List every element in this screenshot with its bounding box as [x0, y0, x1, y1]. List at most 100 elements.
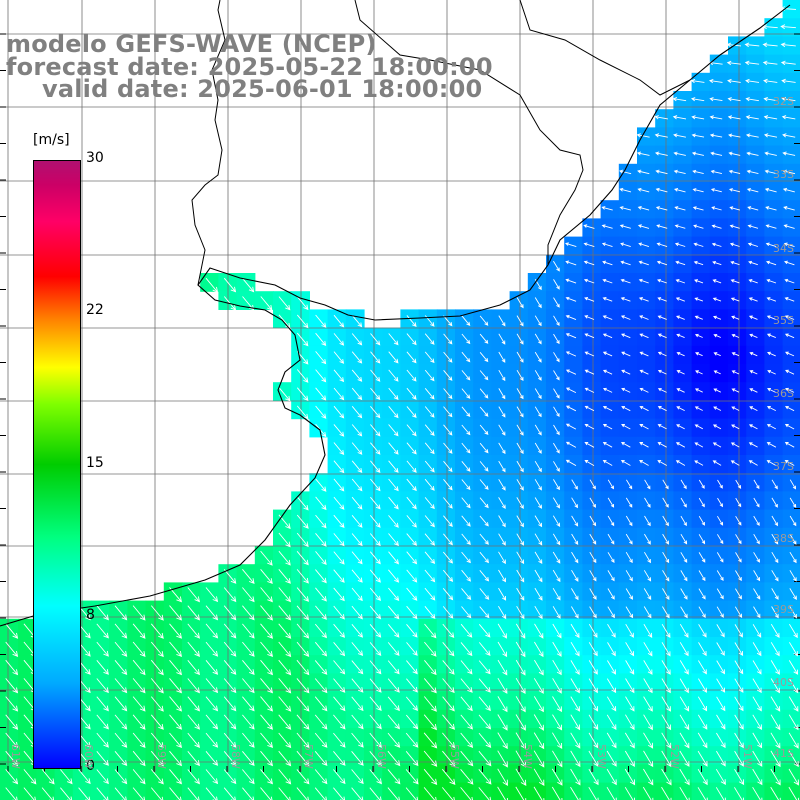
wind-arrow [333, 696, 346, 712]
wind-arrow [789, 642, 798, 657]
wind-arrow [461, 333, 471, 345]
wind-arrow [498, 479, 506, 491]
wind-arrow [498, 515, 506, 528]
wind-speed-cell [382, 782, 401, 800]
lat-label: 41S [773, 747, 794, 760]
wind-arrow [351, 569, 363, 583]
wind-arrow [690, 78, 705, 84]
wind-arrow [205, 732, 219, 748]
wind-arrow [717, 497, 724, 508]
wind-arrow [680, 515, 687, 527]
wind-arrow [478, 642, 491, 657]
wind-arrow [553, 333, 560, 345]
wind-arrow [638, 297, 649, 302]
wind-arrow [498, 424, 506, 436]
wind-arrow [752, 624, 762, 638]
wind-arrow [460, 732, 474, 749]
wind-arrow [424, 497, 435, 510]
wind-arrow [443, 406, 453, 418]
wind-arrow [461, 497, 471, 509]
wind-arrow [205, 769, 219, 785]
wind-arrow [114, 787, 127, 800]
wind-arrow [406, 605, 418, 620]
wind-arrow [602, 315, 613, 320]
wind-arrow [114, 751, 128, 767]
wind-arrow [620, 260, 631, 266]
wind-arrow [187, 787, 200, 800]
wind-arrow [752, 786, 763, 800]
wind-arrow [679, 623, 689, 638]
wind-arrow [662, 533, 669, 545]
wind-arrow [424, 460, 435, 473]
wind-arrow [314, 623, 327, 639]
wind-arrow [169, 623, 182, 639]
wind-arrow [624, 750, 635, 768]
wind-arrow [734, 750, 744, 767]
wind-arrow [5, 750, 19, 767]
wind-arrow [712, 460, 722, 466]
wind-arrow [96, 678, 109, 694]
wind-arrow [607, 588, 615, 600]
border-line [354, 0, 584, 265]
wind-arrow [351, 369, 363, 382]
wind-arrow [638, 260, 649, 266]
wind-arrow [315, 605, 327, 620]
wind-arrow [461, 388, 471, 399]
wind-arrow [570, 623, 580, 639]
wind-arrow [369, 732, 382, 748]
wind-arrow [680, 497, 687, 508]
wind-arrow [460, 642, 473, 657]
wind-arrow [187, 641, 201, 657]
wind-arrow [637, 206, 650, 211]
wind-arrow [727, 115, 741, 120]
wind-arrow [661, 732, 672, 749]
wind-arrow [770, 750, 781, 768]
wind-arrow [770, 678, 780, 694]
wind-arrow [770, 768, 781, 786]
wind-arrow [588, 786, 599, 800]
wind-arrow [626, 479, 633, 490]
wind-arrow [369, 769, 383, 785]
lon-label: 57W [302, 744, 315, 769]
wind-arrow [461, 533, 471, 546]
wind-arrow [461, 424, 471, 436]
wind-arrow [588, 768, 599, 786]
forecast-date: forecast date: 2025-05-22 18:00:00 [6, 53, 493, 81]
wind-arrow [351, 515, 363, 528]
wind-arrow [784, 297, 795, 302]
wind-arrow [369, 515, 381, 528]
wind-arrow [731, 352, 740, 357]
wind-arrow [333, 769, 346, 785]
wind-arrow [406, 442, 417, 455]
wind-speed-cell [564, 782, 583, 800]
wind-arrow [333, 405, 345, 419]
wind-arrow [479, 315, 489, 326]
wind-arrow [369, 587, 382, 602]
wind-speed-cell [91, 782, 110, 800]
wind-speed-cell [327, 782, 347, 800]
wind-arrow [479, 606, 490, 619]
wind-arrow [553, 479, 560, 491]
wind-arrow [644, 551, 651, 564]
wind-arrow [767, 388, 776, 393]
wind-arrow [369, 660, 382, 675]
wind-arrow [242, 751, 255, 767]
wind-arrow [242, 623, 255, 639]
wind-speed-cell [72, 782, 92, 800]
wind-arrow [333, 369, 345, 383]
wind-arrow [607, 606, 615, 619]
wind-arrow [442, 588, 454, 601]
wind-arrow [424, 424, 435, 437]
wind-arrow [533, 768, 545, 787]
wind-arrow [712, 260, 722, 266]
wind-arrow [351, 714, 364, 730]
wind-arrow [673, 169, 686, 175]
wind-arrow [588, 678, 598, 694]
wind-arrow [752, 642, 762, 657]
wind-arrow [784, 315, 795, 320]
wind-arrow [369, 642, 382, 657]
wind-arrow [497, 750, 508, 768]
wind-arrow [333, 587, 345, 602]
wind-arrow [333, 460, 345, 474]
